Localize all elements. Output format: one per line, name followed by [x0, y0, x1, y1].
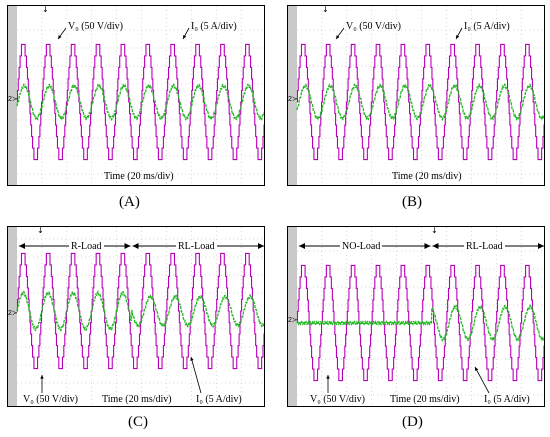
arrow-icon	[475, 367, 479, 371]
voltage-waveform	[16, 43, 264, 161]
arrow-icon	[432, 243, 439, 249]
arrow-icon	[258, 243, 264, 249]
current-label: I₀ (5 A/div)	[191, 21, 237, 32]
scope-side-strip	[288, 227, 297, 406]
waveform-plot-d	[296, 227, 544, 406]
graticule	[297, 6, 544, 185]
voltage-label: V₀ (50 V/div)	[346, 21, 401, 32]
panel-caption: (C)	[128, 414, 148, 430]
current-waveform	[16, 290, 264, 332]
scope-screen-a: ↓ 2≻ V₀ (50 V/div) I₀ (5 A/div) Time (20…	[7, 5, 265, 186]
arrow-icon	[40, 375, 44, 379]
voltage-label: V₀ (50 V/div)	[23, 394, 78, 405]
current-pointer	[190, 356, 202, 394]
segment-label-right: RL-Load	[176, 241, 217, 252]
scope-screen-d: ↓ 2≻ NO-Load RL-Load V₀ (50 V/div) Time …	[287, 226, 545, 407]
scope-side-strip	[288, 6, 297, 185]
current-waveform	[16, 82, 264, 122]
channel-ground-marker-icon: 2≻	[8, 96, 18, 103]
channel-ground-marker-icon: 2≻	[288, 317, 298, 324]
waveform-plot-b	[296, 6, 544, 185]
graticule	[297, 227, 544, 406]
current-waveform	[296, 303, 544, 343]
arrow-icon	[424, 243, 431, 249]
arrow-icon	[183, 35, 187, 39]
scope-screen-c: ↓ 2≻ R-Load RL-Load V₀ (50 V/div) Time (…	[7, 226, 265, 407]
panel-caption: (D)	[402, 414, 423, 430]
arrow-icon	[58, 35, 62, 39]
panel-caption: (B)	[402, 194, 422, 210]
segment-label-left: NO-Load	[340, 241, 383, 252]
voltage-label: V₀ (50 V/div)	[68, 21, 123, 32]
panel-d: ↓ 2≻ NO-Load RL-Load V₀ (50 V/div) Time …	[280, 220, 550, 437]
segment-label-left: R-Load	[69, 241, 104, 252]
trigger-marker-icon: ↓	[42, 5, 49, 14]
segment-label-right: RL-Load	[464, 241, 505, 252]
waveform-plot-c	[16, 227, 264, 406]
trigger-marker-icon: ↓	[431, 226, 438, 235]
arrow-icon	[336, 35, 340, 39]
panel-b: ↓ 2≻ V₀ (50 V/div) I₀ (5 A/div) Time (20…	[280, 0, 550, 218]
voltage-waveform	[296, 264, 544, 382]
voltage-waveform	[296, 43, 544, 161]
channel-ground-marker-icon: 2≻	[288, 96, 298, 103]
arrow-icon	[456, 35, 460, 39]
arrow-icon	[190, 357, 194, 361]
waveform-plot-a	[16, 6, 264, 185]
time-axis-label: Time (20 ms/div)	[392, 171, 462, 182]
graticule	[17, 227, 264, 406]
time-axis-label: Time (20 ms/div)	[390, 394, 460, 405]
scope-side-strip	[8, 227, 17, 406]
arrow-icon	[538, 243, 544, 249]
panel-c: ↓ 2≻ R-Load RL-Load V₀ (50 V/div) Time (…	[0, 220, 275, 437]
trigger-marker-icon: ↓	[37, 226, 44, 235]
scope-side-strip	[8, 6, 17, 185]
arrow-icon	[124, 243, 131, 249]
current-label: I₀ (5 A/div)	[484, 394, 530, 405]
current-label: I₀ (5 A/div)	[464, 21, 510, 32]
voltage-label: V₀ (50 V/div)	[310, 394, 365, 405]
arrow-icon	[299, 243, 305, 249]
arrow-icon	[19, 243, 25, 249]
time-axis-label: Time (20 ms/div)	[104, 171, 174, 182]
current-label: I₀ (5 A/div)	[196, 394, 242, 405]
trigger-marker-icon: ↓	[322, 5, 329, 14]
channel-ground-marker-icon: 2≻	[8, 310, 18, 317]
panel-caption: (A)	[119, 194, 140, 210]
panel-a: ↓ 2≻ V₀ (50 V/div) I₀ (5 A/div) Time (20…	[0, 0, 275, 218]
arrow-icon	[326, 375, 330, 379]
time-axis-label: Time (20 ms/div)	[102, 394, 172, 405]
current-pointer	[474, 366, 490, 394]
graticule	[17, 6, 264, 185]
voltage-waveform	[16, 252, 264, 370]
scope-screen-b: ↓ 2≻ V₀ (50 V/div) I₀ (5 A/div) Time (20…	[287, 5, 545, 186]
arrow-icon	[132, 243, 139, 249]
current-waveform	[296, 82, 544, 122]
